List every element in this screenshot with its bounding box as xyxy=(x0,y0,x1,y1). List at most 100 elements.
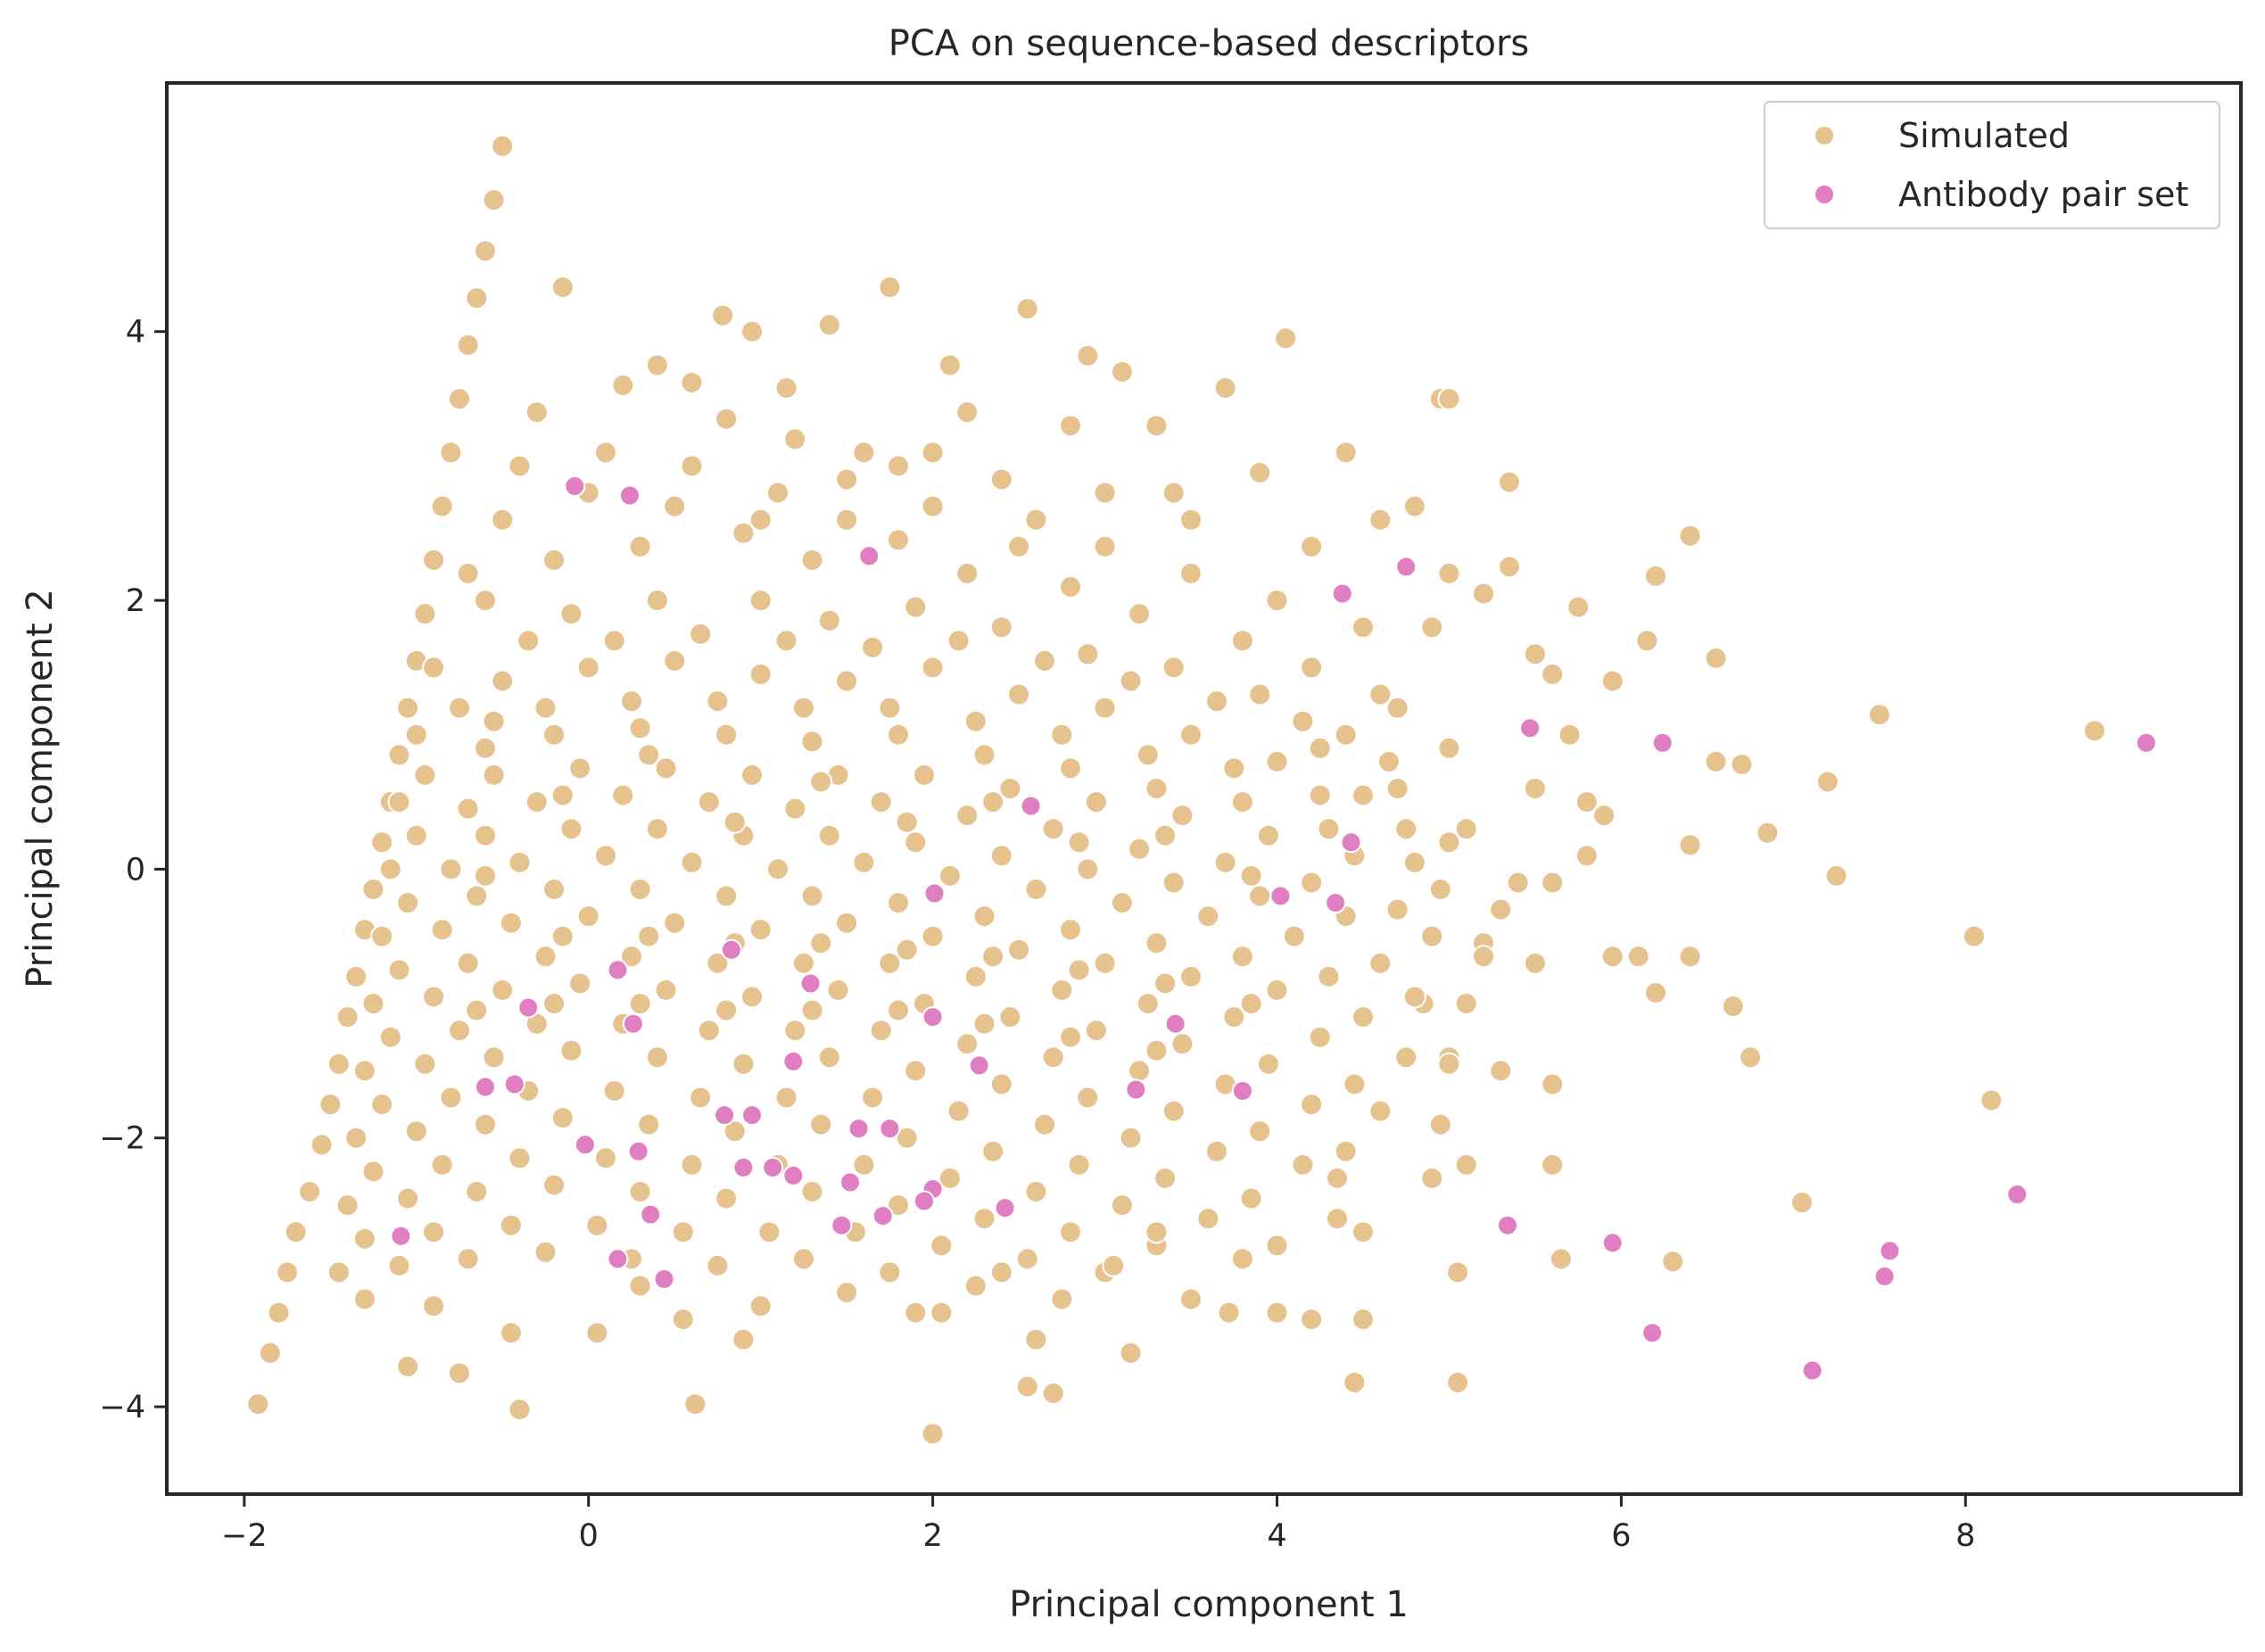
simulated-point xyxy=(525,790,549,814)
simulated-point xyxy=(1282,924,1306,948)
antibody-pair-point xyxy=(858,545,880,567)
simulated-point xyxy=(1867,703,1891,727)
simulated-point xyxy=(783,427,807,451)
simulated-point xyxy=(620,945,643,969)
simulated-point xyxy=(732,1327,756,1351)
simulated-point xyxy=(508,454,532,478)
simulated-point xyxy=(1145,777,1169,800)
simulated-point xyxy=(654,979,678,1002)
simulated-point xyxy=(1093,534,1117,558)
simulated-point xyxy=(370,1093,394,1117)
simulated-point xyxy=(1446,1260,1470,1284)
simulated-point xyxy=(715,998,739,1022)
simulated-point xyxy=(1136,992,1160,1016)
simulated-point xyxy=(1291,1152,1315,1177)
simulated-point xyxy=(921,494,945,518)
simulated-point xyxy=(1635,629,1659,653)
simulated-point xyxy=(335,1005,360,1029)
simulated-point xyxy=(817,608,841,632)
simulated-point xyxy=(396,1354,420,1378)
simulated-point xyxy=(1678,945,1702,969)
simulated-point xyxy=(904,1301,928,1325)
simulated-point xyxy=(981,1139,1005,1163)
simulated-point xyxy=(878,276,902,299)
simulated-point xyxy=(465,1180,489,1203)
simulated-point xyxy=(878,696,902,720)
simulated-point xyxy=(1153,823,1178,847)
simulated-point xyxy=(396,891,420,915)
simulated-point xyxy=(817,823,841,847)
simulated-point xyxy=(800,1180,824,1203)
simulated-point xyxy=(474,1112,497,1136)
simulated-point xyxy=(1067,1152,1091,1177)
simulated-point xyxy=(1007,682,1031,706)
simulated-point xyxy=(1300,1093,1324,1117)
simulated-point xyxy=(1239,992,1263,1016)
simulated-point xyxy=(370,830,394,855)
simulated-point xyxy=(1980,1088,2004,1112)
simulated-point xyxy=(361,992,385,1016)
x-tick-label: 8 xyxy=(1955,1518,1975,1554)
simulated-point xyxy=(550,276,575,299)
antibody-pair-point xyxy=(922,1006,944,1028)
simulated-point xyxy=(921,1422,945,1446)
antibody-pair-point xyxy=(923,882,946,904)
simulated-point xyxy=(1041,817,1065,841)
simulated-point xyxy=(517,629,541,653)
simulated-point xyxy=(1454,992,1478,1016)
simulated-point xyxy=(783,797,807,821)
antibody-pair-point xyxy=(762,1156,784,1178)
legend-box xyxy=(1764,101,2220,229)
simulated-point xyxy=(887,723,910,747)
simulated-point xyxy=(1523,951,1547,975)
simulated-point xyxy=(1678,833,1702,857)
simulated-point xyxy=(1558,723,1582,747)
simulated-point xyxy=(1376,749,1401,773)
simulated-point xyxy=(671,1308,695,1332)
simulated-point xyxy=(1265,589,1289,613)
x-tick-label: 0 xyxy=(579,1518,599,1554)
simulated-point xyxy=(344,1126,368,1150)
antibody-pair-point xyxy=(1395,556,1418,578)
simulated-point xyxy=(663,494,687,518)
simulated-point xyxy=(542,878,566,901)
simulated-point xyxy=(887,528,910,552)
simulated-point xyxy=(628,534,652,558)
simulated-point xyxy=(550,924,575,948)
simulated-point xyxy=(482,188,506,212)
simulated-point xyxy=(276,1260,300,1284)
simulated-point xyxy=(1050,723,1074,747)
simulated-point xyxy=(1394,817,1418,841)
legend: Simulated Antibody pair set xyxy=(1764,101,2220,229)
simulated-point xyxy=(1437,830,1461,855)
antibody-pair-point xyxy=(2135,731,2157,754)
simulated-point xyxy=(740,319,764,343)
simulated-point xyxy=(327,1260,351,1284)
simulated-point xyxy=(1161,871,1186,895)
simulated-point xyxy=(482,1045,506,1070)
simulated-point xyxy=(1446,1370,1470,1394)
simulated-point xyxy=(706,690,730,714)
simulated-point xyxy=(1352,615,1375,640)
simulated-point xyxy=(1110,359,1134,384)
simulated-point xyxy=(1352,783,1375,807)
simulated-point xyxy=(835,508,859,532)
simulated-point xyxy=(895,1126,919,1150)
antibody-pair-point xyxy=(839,1171,861,1194)
simulated-point xyxy=(628,992,652,1016)
simulated-point xyxy=(1059,1025,1082,1049)
y-tick-label: 4 xyxy=(126,315,145,351)
antibody-pair-point xyxy=(1873,1265,1896,1287)
antibody-pair-point xyxy=(1879,1240,1901,1262)
simulated-point xyxy=(1093,481,1117,505)
simulated-point xyxy=(1626,945,1650,969)
simulated-point xyxy=(482,709,506,733)
simulated-point xyxy=(327,1052,351,1076)
simulated-point xyxy=(344,964,368,988)
simulated-point xyxy=(972,1012,996,1036)
simulated-point xyxy=(1300,534,1324,558)
simulated-point xyxy=(1076,1086,1100,1110)
antibody-pair-point xyxy=(879,1118,901,1140)
simulated-point xyxy=(955,804,980,828)
antibody-pair-point xyxy=(732,1156,755,1178)
